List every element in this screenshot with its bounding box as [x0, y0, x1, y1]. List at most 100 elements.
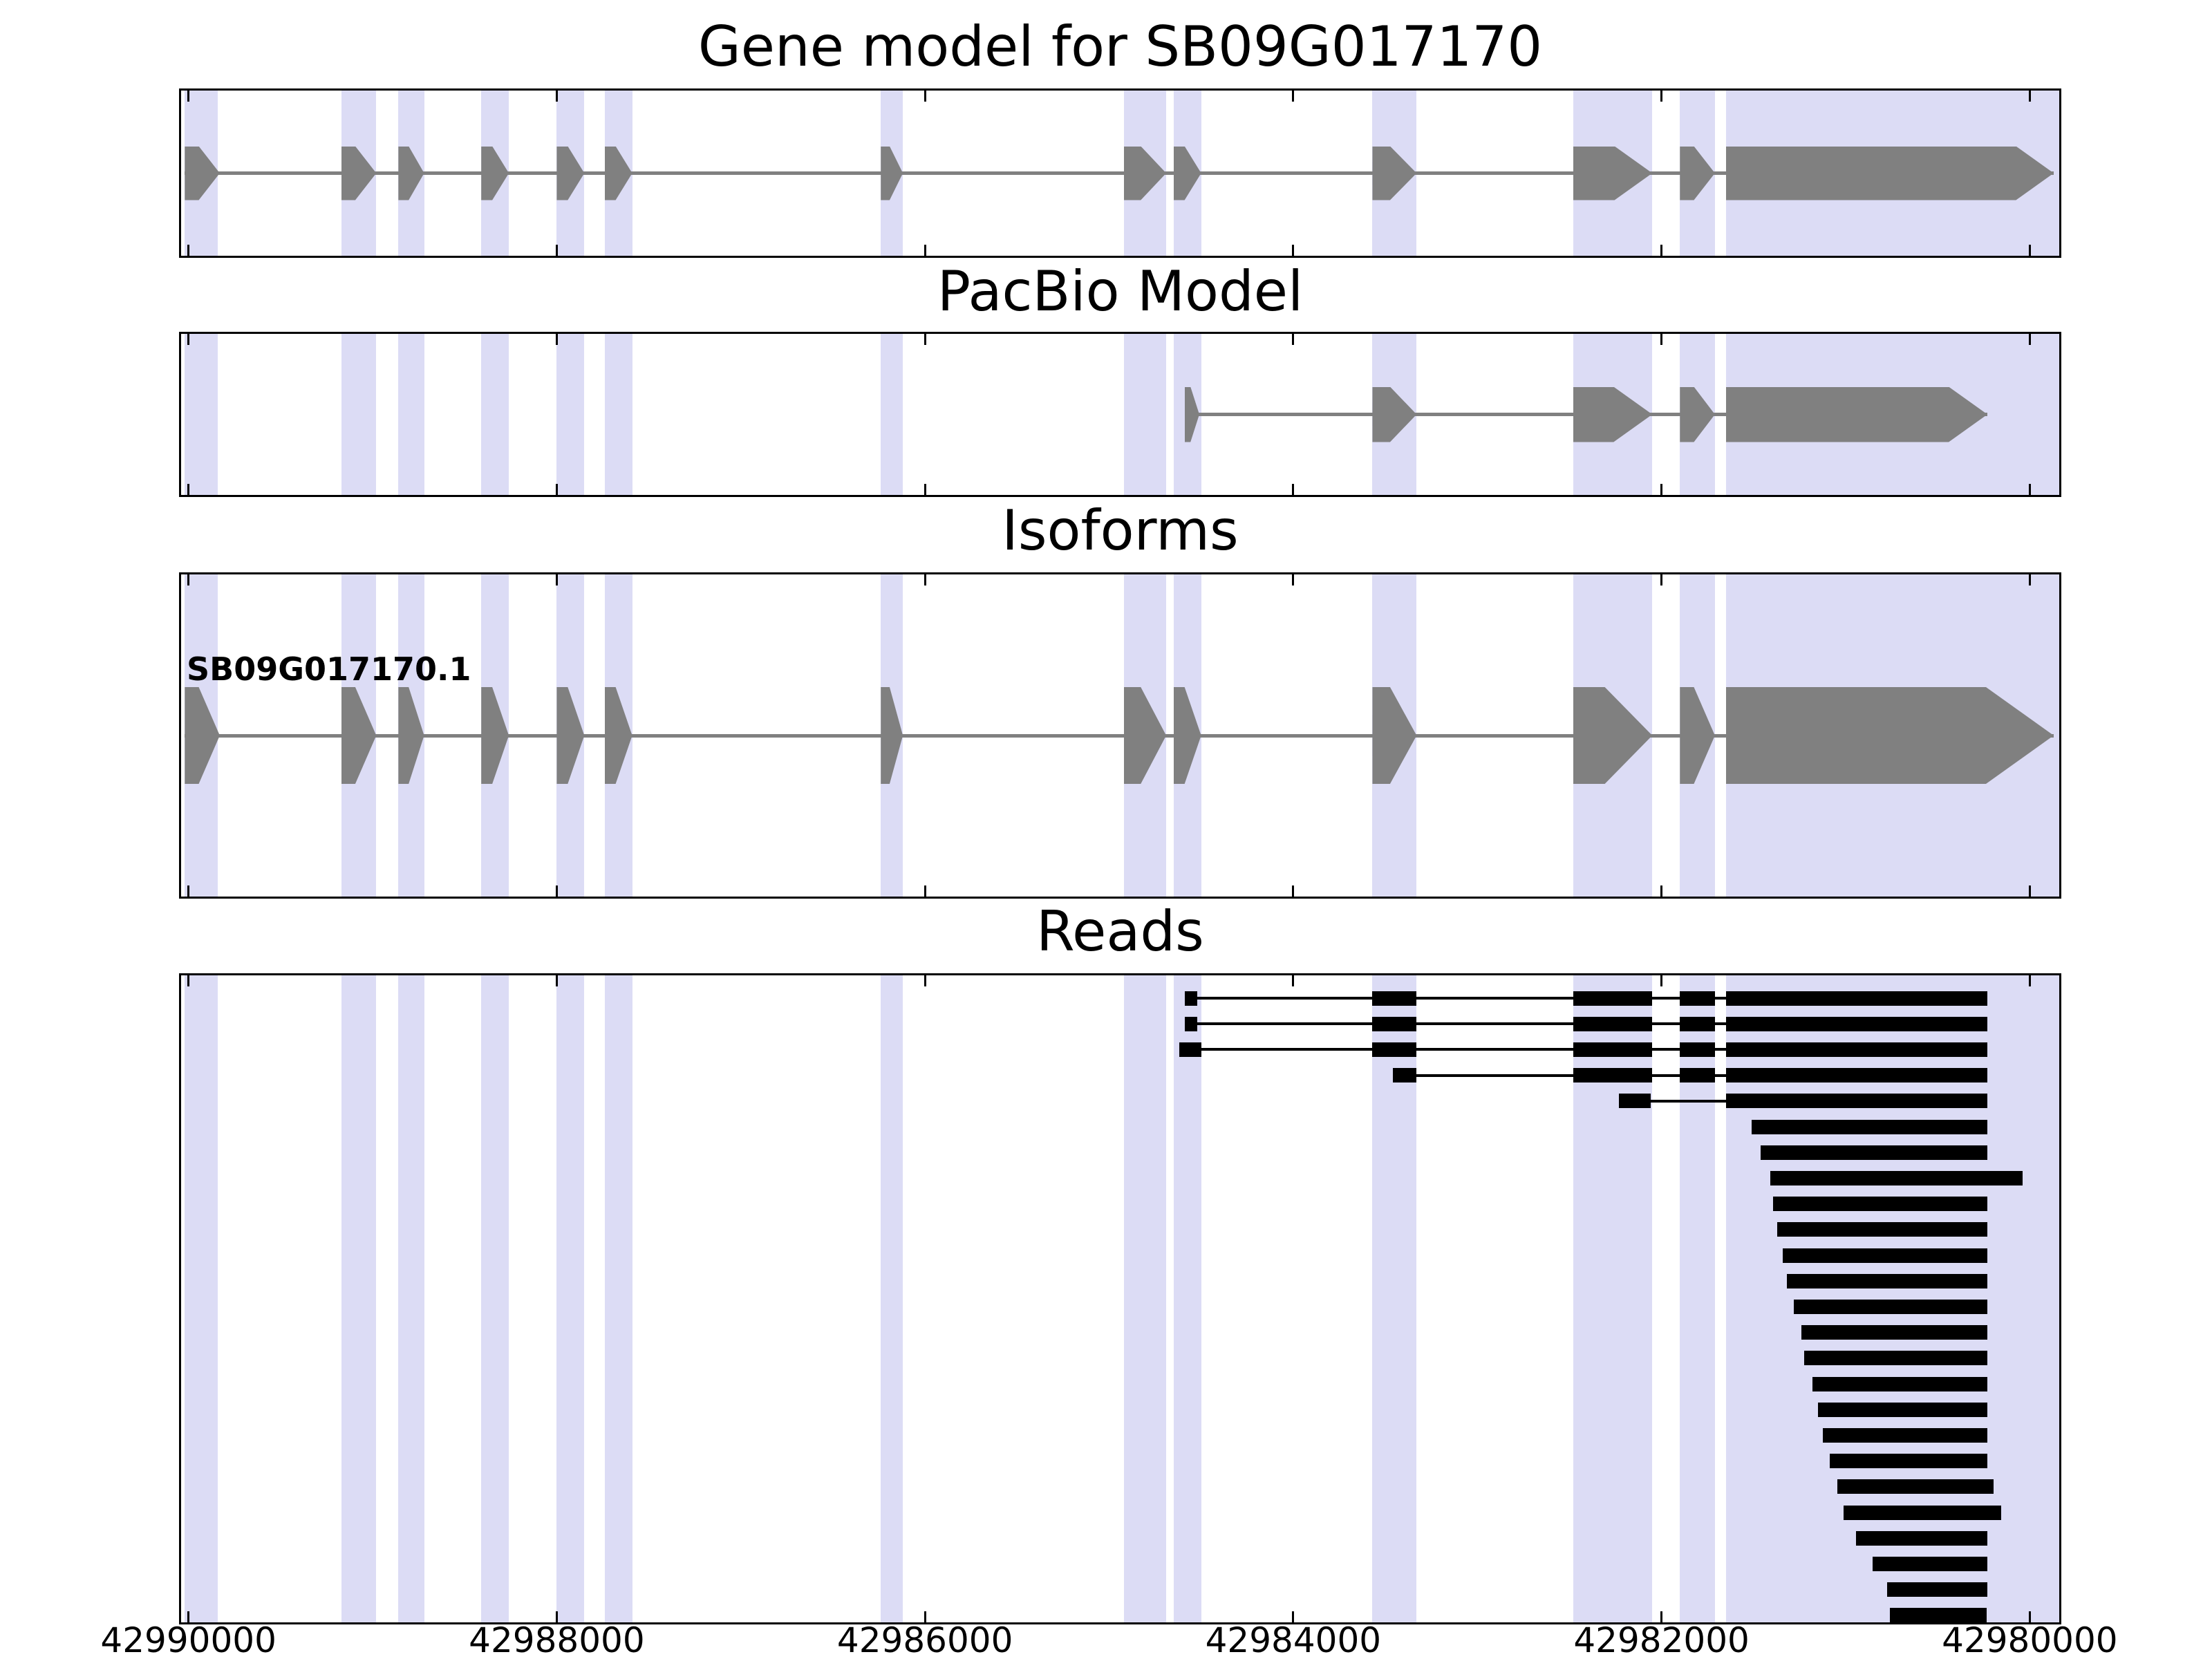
axis-tick-mark: [924, 885, 926, 897]
axis-tick-mark: [2028, 574, 2031, 585]
highlight-band: [341, 334, 377, 495]
axis-tick-mark: [924, 245, 926, 256]
track-title-isoforms: Isoforms: [1002, 498, 1239, 563]
axis-tick-mark: [1292, 885, 1295, 897]
axis-tick-mark: [1660, 885, 1663, 897]
intron-line: [185, 171, 2054, 175]
read-block: [1725, 1042, 1988, 1057]
read-block: [1761, 1145, 1988, 1160]
read-block: [1680, 1016, 1715, 1031]
exon: [1726, 147, 2054, 200]
read-block: [1680, 991, 1715, 1006]
axis-tick-mark: [555, 885, 558, 897]
highlight-band: [1173, 975, 1201, 1622]
axis-tick-mark: [924, 91, 926, 102]
highlight-band: [185, 975, 218, 1622]
axis-tick-mark: [555, 484, 558, 495]
read-block: [1573, 1042, 1653, 1057]
x-tick-label: 42980000: [1942, 1620, 2118, 1659]
highlight-band: [556, 334, 585, 495]
read-block: [1818, 1402, 1988, 1417]
read-block: [1783, 1248, 1988, 1263]
panel-reads: [179, 973, 2061, 1624]
panel-gene-model: [179, 88, 2061, 258]
axis-tick-mark: [1292, 484, 1295, 495]
read-block: [1680, 1068, 1715, 1083]
read-block: [1786, 1273, 1988, 1288]
axis-tick-mark: [924, 334, 926, 345]
read-block: [1830, 1454, 1988, 1469]
highlight-band: [1573, 975, 1653, 1622]
axis-tick-mark: [2028, 885, 2031, 897]
highlight-band: [341, 975, 377, 1622]
panel-pacbio-model: [179, 332, 2061, 497]
axis-tick-mark: [187, 91, 190, 102]
read-block: [1752, 1119, 1988, 1134]
axis-tick-mark: [1292, 1611, 1295, 1622]
axis-tick-mark: [1292, 91, 1295, 102]
track-title-pacbio-model: PacBio Model: [937, 259, 1304, 324]
highlight-band: [556, 975, 585, 1622]
axis-tick-mark: [2028, 91, 2031, 102]
axis-tick-mark: [555, 334, 558, 345]
isoform-label: SB09G017170.1: [187, 650, 471, 688]
x-tick-label: 42990000: [100, 1620, 276, 1659]
read-block: [1770, 1170, 2023, 1185]
axis-tick-mark: [1660, 1611, 1663, 1622]
read-block: [1392, 1068, 1417, 1083]
highlight-band: [1123, 975, 1167, 1622]
read-block: [1372, 1016, 1417, 1031]
read-block: [1573, 991, 1653, 1006]
read-block: [1179, 1042, 1201, 1057]
read-block: [1794, 1299, 1988, 1314]
axis-tick-mark: [924, 484, 926, 495]
x-tick-label: 42988000: [469, 1620, 645, 1659]
highlight-band: [1372, 975, 1417, 1622]
read-block: [1372, 1042, 1417, 1057]
axis-tick-mark: [187, 1611, 190, 1622]
highlight-band: [481, 334, 509, 495]
axis-tick-mark: [1660, 975, 1663, 986]
panel-isoforms: SB09G017170.1: [179, 572, 2061, 899]
axis-tick-mark: [1660, 484, 1663, 495]
highlight-band: [398, 334, 424, 495]
highlight-band: [1123, 334, 1167, 495]
axis-tick-mark: [555, 1611, 558, 1622]
axis-tick-mark: [1292, 245, 1295, 256]
read-block: [1680, 1042, 1715, 1057]
highlight-band: [604, 334, 632, 495]
axis-tick-mark: [2028, 245, 2031, 256]
read-block: [1844, 1505, 2002, 1520]
axis-tick-mark: [924, 1611, 926, 1622]
read-block: [1822, 1427, 1988, 1443]
axis-tick-mark: [187, 334, 190, 345]
x-axis-tick-labels: 42990000 42988000 42986000 42984000 42982000…: [100, 1620, 2117, 1659]
highlight-band: [1680, 975, 1715, 1622]
exon: [1726, 387, 1987, 442]
axis-tick-mark: [555, 91, 558, 102]
read-block: [1812, 1376, 1988, 1391]
axis-tick-mark: [555, 574, 558, 585]
read-block: [1804, 1351, 1988, 1366]
axis-tick-mark: [1660, 334, 1663, 345]
read-block: [1573, 1016, 1653, 1031]
read-block: [1372, 991, 1417, 1006]
read-block: [1725, 1068, 1988, 1083]
exon: [1726, 687, 2054, 784]
highlight-band: [881, 975, 903, 1622]
axis-tick-mark: [187, 245, 190, 256]
axis-tick-mark: [2028, 334, 2031, 345]
x-tick-label: 42986000: [836, 1620, 1013, 1659]
x-tick-label: 42984000: [1205, 1620, 1382, 1659]
axis-tick-mark: [1660, 245, 1663, 256]
read-block: [1855, 1530, 1988, 1546]
read-block: [1184, 1016, 1198, 1031]
intron-line: [185, 733, 2054, 738]
axis-tick-mark: [187, 885, 190, 897]
axis-tick-mark: [924, 975, 926, 986]
read-block: [1725, 991, 1988, 1006]
axis-tick-mark: [555, 975, 558, 986]
read-block: [1573, 1068, 1653, 1083]
read-block: [1772, 1197, 1988, 1212]
